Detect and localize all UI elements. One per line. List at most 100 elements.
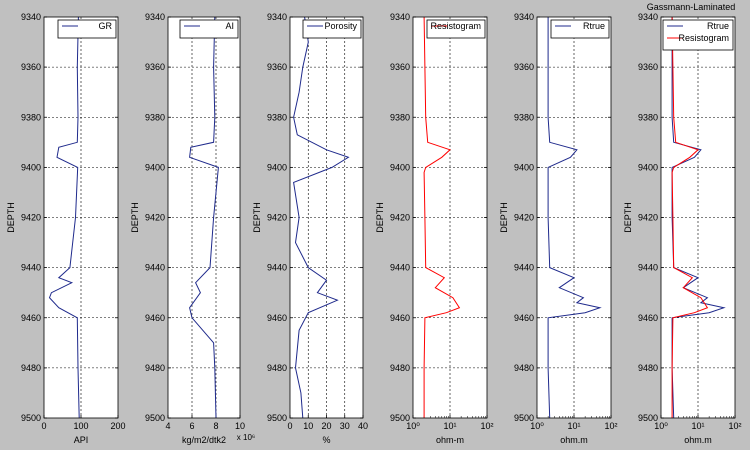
y-tick-label: 9500 — [145, 413, 165, 423]
y-tick-label: 9480 — [514, 363, 534, 373]
y-tick-label: 9360 — [514, 62, 534, 72]
plot-frame — [167, 16, 241, 419]
x-tick-label: 10¹ — [567, 421, 580, 431]
y-tick-label: 9440 — [514, 263, 534, 273]
y-tick-label: 9360 — [267, 62, 287, 72]
x-tick-label: 10⁰ — [654, 421, 668, 431]
x-axis-label: ohm.m — [684, 435, 712, 445]
y-tick-label: 9360 — [638, 62, 658, 72]
y-tick-label: 9500 — [21, 413, 41, 423]
series-line-gr — [48, 17, 80, 418]
x-axis-label: % — [322, 435, 330, 445]
y-axis-label: DEPTH — [252, 202, 262, 233]
y-tick-label: 9400 — [267, 162, 287, 172]
legend-label: Rtrue — [583, 21, 605, 31]
legend-label: Resistogram — [678, 33, 729, 43]
x-axis-label: kg/m2/dtk2 — [182, 435, 226, 445]
y-tick-label: 9480 — [267, 363, 287, 373]
y-tick-label: 9420 — [267, 213, 287, 223]
x-tick-label: 10⁰ — [530, 421, 544, 431]
y-tick-label: 9480 — [21, 363, 41, 373]
series-line-resistogram — [671, 17, 709, 418]
x-tick-label: 0 — [287, 421, 292, 431]
legend-box — [662, 19, 734, 51]
y-tick-label: 9500 — [267, 413, 287, 423]
legend-box — [550, 19, 610, 39]
y-tick-label: 9500 — [390, 413, 410, 423]
figure-title: Gassmann-Laminated — [647, 2, 736, 12]
y-tick-label: 9440 — [21, 263, 41, 273]
y-tick-label: 9360 — [145, 62, 165, 72]
legend-label: GR — [99, 21, 113, 31]
plot-frame — [412, 16, 488, 419]
legend-label: Porosity — [324, 21, 357, 31]
x-tick-label: 10² — [728, 421, 741, 431]
x-axis-label: API — [74, 435, 89, 445]
x-tick-label: 8 — [213, 421, 218, 431]
x-tick-label: 20 — [321, 421, 331, 431]
y-tick-label: 9480 — [638, 363, 658, 373]
y-tick-label: 9480 — [390, 363, 410, 373]
y-axis-label: DEPTH — [130, 202, 140, 233]
x-tick-label: 10 — [303, 421, 313, 431]
y-tick-label: 9360 — [390, 62, 410, 72]
y-tick-label: 9460 — [21, 313, 41, 323]
x-tick-label: 40 — [358, 421, 368, 431]
plot-frame — [289, 16, 364, 419]
y-tick-label: 9440 — [638, 263, 658, 273]
y-tick-label: 9500 — [514, 413, 534, 423]
x-tick-label: 10¹ — [443, 421, 456, 431]
y-tick-label: 9440 — [267, 263, 287, 273]
y-tick-label: 9440 — [390, 263, 410, 273]
y-tick-label: 9460 — [145, 313, 165, 323]
y-tick-label: 9440 — [145, 263, 165, 273]
y-tick-label: 9460 — [390, 313, 410, 323]
y-tick-label: 9460 — [514, 313, 534, 323]
y-tick-label: 9400 — [514, 162, 534, 172]
y-tick-label: 9400 — [638, 162, 658, 172]
y-tick-label: 9460 — [267, 313, 287, 323]
plot-frame — [43, 16, 119, 419]
y-tick-label: 9400 — [390, 162, 410, 172]
x-tick-label: 200 — [110, 421, 125, 431]
x-tick-label: 10⁰ — [406, 421, 420, 431]
legend-box — [57, 19, 117, 39]
legend-box — [302, 19, 362, 39]
series-line-resistogram — [423, 17, 461, 418]
y-tick-label: 9360 — [21, 62, 41, 72]
y-tick-label: 9400 — [145, 162, 165, 172]
y-tick-label: 9340 — [514, 12, 534, 22]
series-line-ai — [189, 17, 219, 418]
x-tick-label: 100 — [73, 421, 88, 431]
series-line-rtrue — [671, 17, 726, 418]
y-tick-label: 9340 — [390, 12, 410, 22]
y-tick-label: 9460 — [638, 313, 658, 323]
y-tick-label: 9420 — [514, 213, 534, 223]
y-tick-label: 9380 — [638, 112, 658, 122]
y-tick-label: 9380 — [21, 112, 41, 122]
y-tick-label: 9380 — [514, 112, 534, 122]
y-tick-label: 9420 — [21, 213, 41, 223]
y-axis-label: DEPTH — [6, 202, 16, 233]
y-tick-label: 9400 — [21, 162, 41, 172]
y-tick-label: 9420 — [638, 213, 658, 223]
x-tick-label: 30 — [340, 421, 350, 431]
y-axis-label: DEPTH — [499, 202, 509, 233]
y-tick-label: 9340 — [267, 12, 287, 22]
legend-label: AI — [225, 21, 234, 31]
x-tick-label: 10 — [235, 421, 245, 431]
y-tick-label: 9380 — [390, 112, 410, 122]
plot-frame — [536, 16, 612, 419]
y-tick-label: 9500 — [638, 413, 658, 423]
legend-box — [179, 19, 239, 39]
plot-frame — [660, 16, 736, 419]
legend-label: Rtrue — [707, 21, 729, 31]
y-tick-label: 9340 — [638, 12, 658, 22]
y-axis-label: DEPTH — [623, 202, 633, 233]
y-axis-label: DEPTH — [375, 202, 385, 233]
series-line-porosity — [293, 17, 350, 418]
